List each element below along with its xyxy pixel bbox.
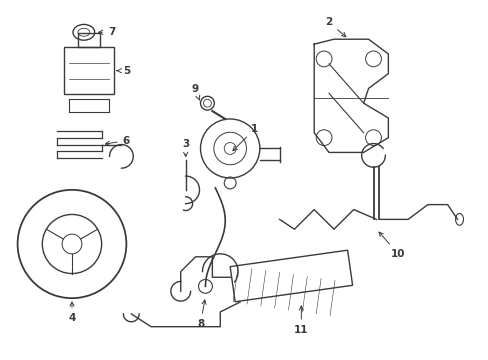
Text: 10: 10 — [378, 232, 405, 259]
Bar — [64, 47, 113, 94]
Text: 2: 2 — [325, 18, 345, 37]
Text: 7: 7 — [99, 27, 115, 37]
Bar — [230, 250, 352, 302]
Text: 5: 5 — [117, 66, 130, 76]
Text: 8: 8 — [197, 300, 205, 329]
Text: 4: 4 — [68, 302, 76, 323]
Bar — [78, 33, 100, 47]
Text: 6: 6 — [105, 136, 130, 145]
Text: 1: 1 — [232, 124, 258, 151]
Text: 3: 3 — [182, 139, 189, 157]
Text: 11: 11 — [293, 306, 308, 335]
Text: 9: 9 — [192, 84, 199, 100]
